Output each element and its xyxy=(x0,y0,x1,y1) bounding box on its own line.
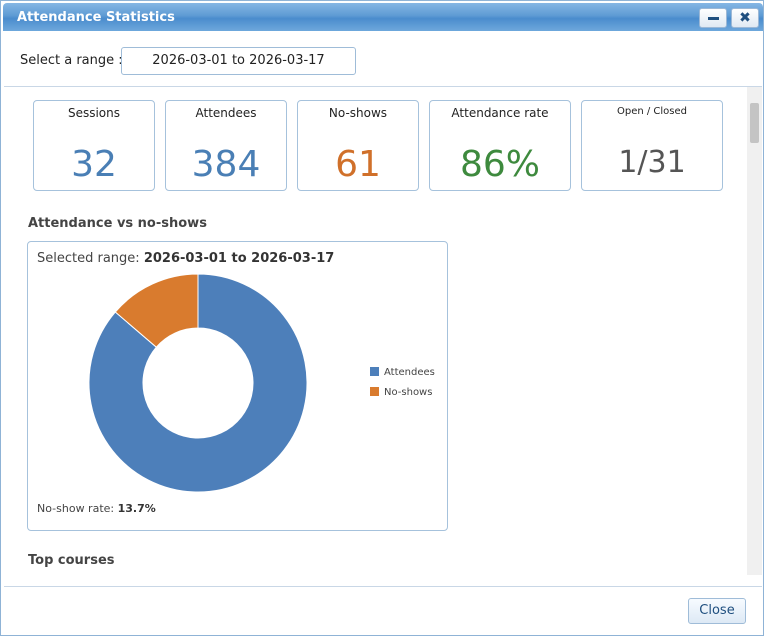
dialog-title: Attendance Statistics xyxy=(17,10,175,25)
attendance-chart: Selected range: 2026-03-01 to 2026-03-17… xyxy=(27,241,448,531)
attendees-value: 384 xyxy=(191,144,261,185)
no-show-rate-label: No-show rate: xyxy=(37,502,115,515)
legend-swatch-no-shows xyxy=(370,387,379,396)
no-shows-card: No-shows 61 xyxy=(297,100,419,191)
slice-no-shows[interactable] xyxy=(114,273,199,348)
selected-range-value: 2026-03-01 to 2026-03-17 xyxy=(143,251,335,266)
legend-label-attendees: Attendees xyxy=(384,367,435,378)
attendees-label: Attendees xyxy=(195,106,257,120)
range-label: Select a range : xyxy=(20,53,123,68)
open-closed-card: Open / Closed 1/31 xyxy=(581,100,723,191)
chart-section-title: Attendance vs no-shows xyxy=(28,216,207,231)
minimize-button[interactable] xyxy=(699,8,727,28)
scroll-thumb[interactable] xyxy=(750,103,759,143)
slice-attendees[interactable] xyxy=(88,273,308,493)
legend-swatch-attendees xyxy=(370,367,379,376)
title-bar: Attendance Statistics ✖ xyxy=(3,3,763,31)
footer-divider xyxy=(4,586,762,587)
legend-no-shows[interactable]: No-shows xyxy=(370,387,432,398)
top-courses-title: Top courses xyxy=(28,553,115,568)
no-show-rate-value: 13.7% xyxy=(117,502,156,515)
attendance-rate-card: Attendance rate 86% xyxy=(429,100,571,191)
selected-range: Selected range: 2026-03-01 to 2026-03-17 xyxy=(37,251,334,266)
attendees-card: Attendees 384 xyxy=(165,100,287,191)
legend-label-no-shows: No-shows xyxy=(384,387,433,398)
attendance-rate-label: Attendance rate xyxy=(451,106,549,120)
no-shows-value: 61 xyxy=(335,144,381,185)
close-button[interactable]: Close xyxy=(688,598,746,624)
sessions-label: Sessions xyxy=(67,106,121,120)
vertical-scrollbar[interactable] xyxy=(747,87,762,575)
donut-chart xyxy=(88,273,308,493)
no-show-rate: No-show rate: 13.7% xyxy=(37,502,156,515)
open-closed-label: Open / Closed xyxy=(616,106,688,117)
sessions-value: 32 xyxy=(71,144,117,185)
close-window-button[interactable]: ✖ xyxy=(731,8,759,28)
selected-range-label: Selected range: xyxy=(37,251,140,266)
legend-attendees[interactable]: Attendees xyxy=(370,367,435,378)
attendance-rate-value: 86% xyxy=(459,144,540,185)
minimize-icon xyxy=(708,17,719,20)
close-icon: ✖ xyxy=(739,10,751,26)
no-shows-label: No-shows xyxy=(328,106,388,120)
header-divider xyxy=(4,86,762,87)
open-closed-value: 1/31 xyxy=(618,145,686,180)
sessions-card: Sessions 32 xyxy=(33,100,155,191)
range-input[interactable]: 2026-03-01 to 2026-03-17 xyxy=(121,47,356,75)
